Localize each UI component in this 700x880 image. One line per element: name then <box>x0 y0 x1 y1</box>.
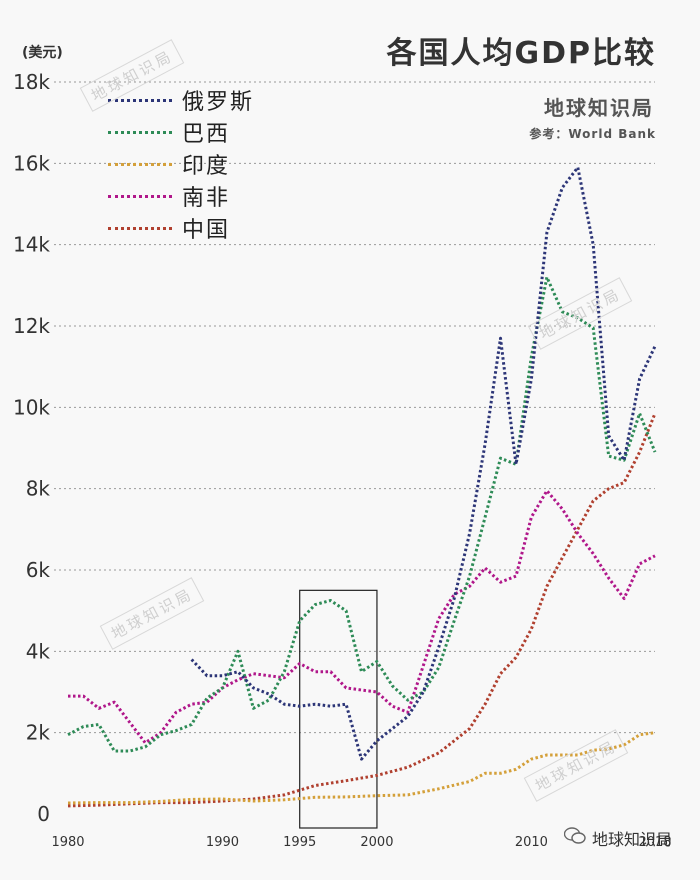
legend-label-brazil: 巴西 <box>182 122 231 147</box>
legend-label-south-africa: 南非 <box>182 186 231 211</box>
x-tick-label: 1980 <box>51 835 84 850</box>
legend: 俄罗斯 巴西 印度 南非 中国 <box>108 84 254 244</box>
legend-label-china: 中国 <box>182 218 231 243</box>
data-source: 参考：World Bank <box>529 127 656 141</box>
y-tick-label: 14k <box>13 233 50 257</box>
legend-swatch-russia <box>108 98 172 102</box>
x-tick-label: 1995 <box>283 835 316 850</box>
y-tick-label: 0 <box>37 802 50 826</box>
legend-label-india: 印度 <box>182 154 231 179</box>
legend-swatch-india <box>108 162 172 166</box>
wechat-bubble-icon <box>563 827 586 849</box>
series-line-south_africa <box>68 489 656 745</box>
y-axis-unit: (美元) <box>22 45 63 61</box>
y-tick-label: 8k <box>26 477 51 501</box>
y-tick-label: 18k <box>13 70 50 94</box>
series-line-brazil <box>67 275 657 753</box>
legend-item-russia: 俄罗斯 <box>108 84 254 116</box>
y-tick-label: 12k <box>13 314 50 338</box>
legend-swatch-china <box>108 226 172 230</box>
brand-name: 地球知识局 <box>544 96 654 120</box>
footer-brand-label: 地球知识局 <box>591 830 672 849</box>
legend-swatch-south-africa <box>108 194 172 198</box>
series-line-china <box>67 412 657 808</box>
y-tick-label: 10k <box>13 395 50 419</box>
highlight-box <box>299 589 378 829</box>
y-tick-label: 4k <box>26 639 51 663</box>
legend-item-brazil: 巴西 <box>108 116 254 148</box>
series-line-india <box>67 731 656 805</box>
x-tick-label: 1990 <box>206 835 239 850</box>
x-tick-label: 2000 <box>360 835 393 850</box>
x-tick-label: 2010 <box>515 835 548 850</box>
y-tick-label: 16k <box>13 151 50 175</box>
legend-item-india: 印度 <box>108 148 254 180</box>
y-tick-label: 6k <box>26 558 51 582</box>
legend-swatch-brazil <box>108 130 172 134</box>
legend-item-china: 中国 <box>108 212 254 244</box>
footer-wechat-mark: 地球知识局 <box>563 826 672 850</box>
legend-item-south-africa: 南非 <box>108 180 254 212</box>
legend-label-russia: 俄罗斯 <box>182 90 255 115</box>
chart-title: 各国人均GDP比较 <box>386 36 656 71</box>
y-tick-label: 2k <box>26 721 51 745</box>
x-tick-label: 2018 <box>638 835 671 850</box>
